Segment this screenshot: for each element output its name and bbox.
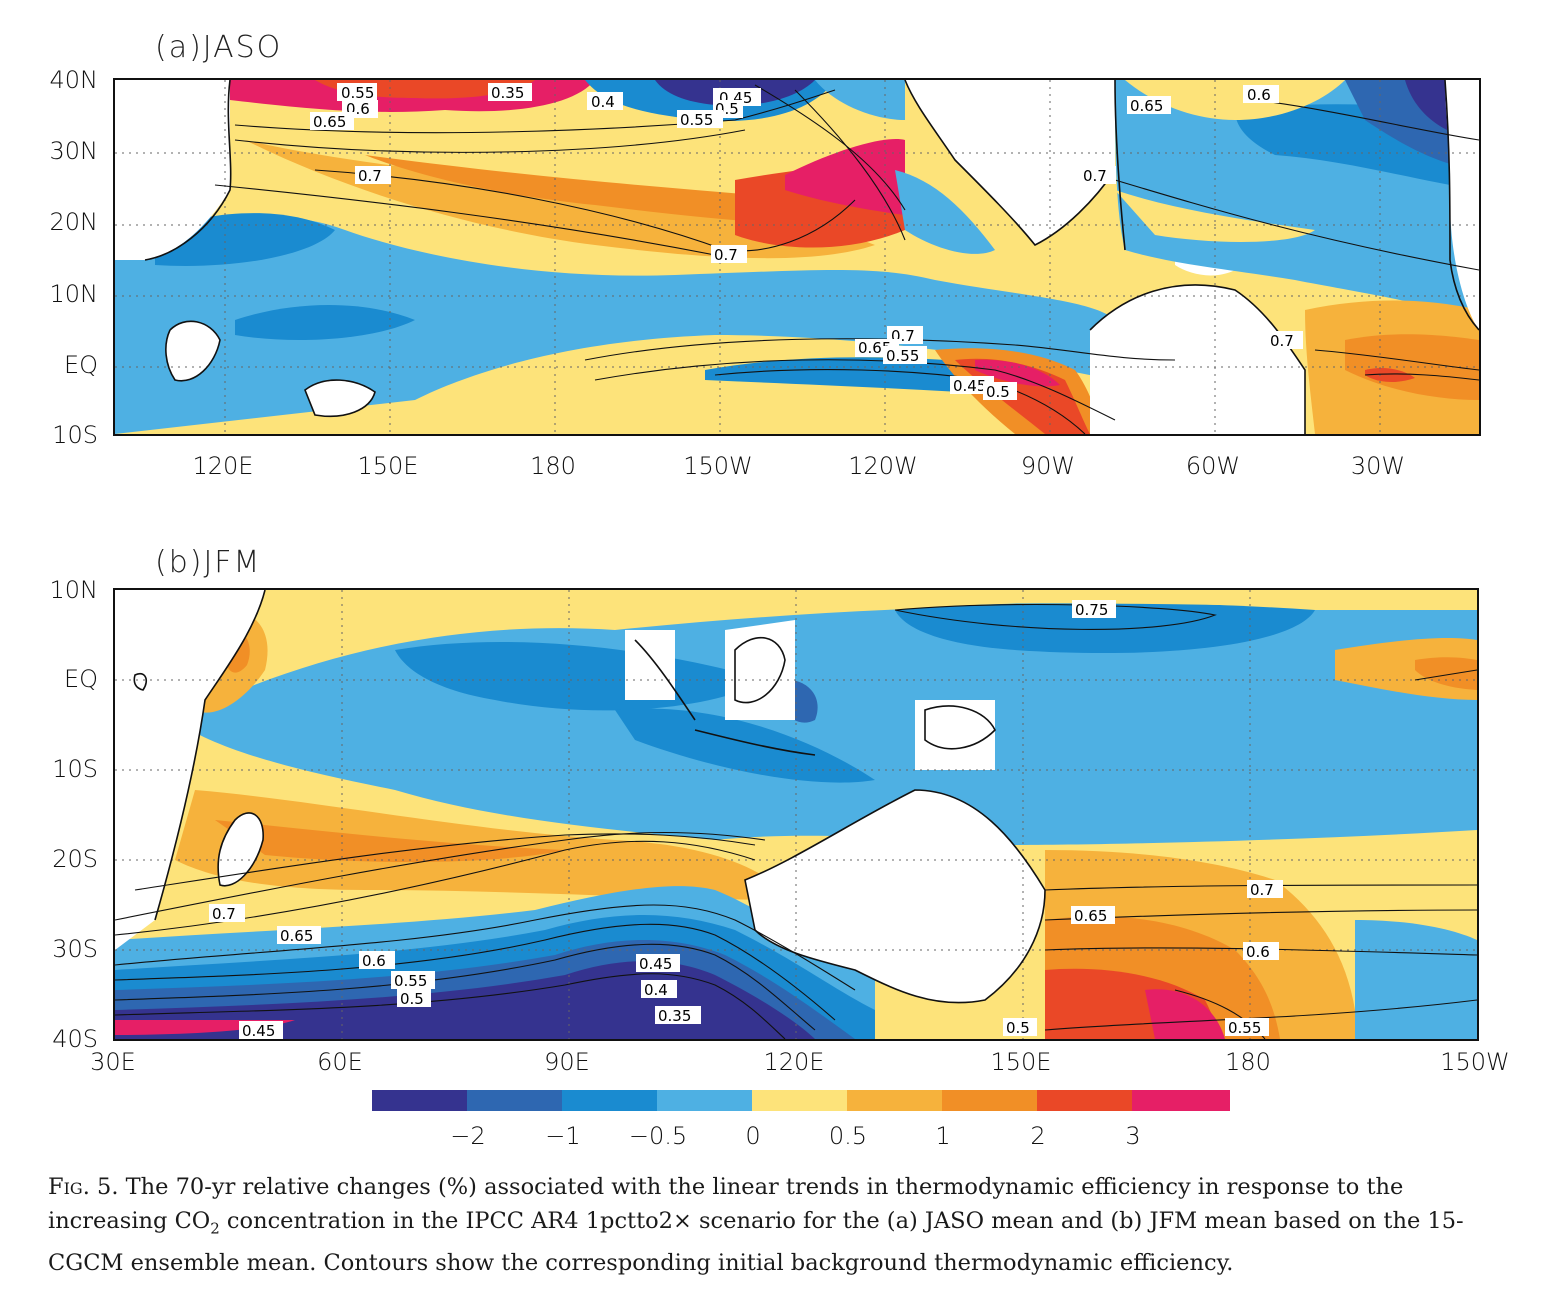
colorbar-label: 0.5	[828, 1122, 868, 1150]
panel-a-lon-180: 180	[530, 452, 576, 480]
contour-label: 0.45	[639, 955, 672, 973]
panel-b-lon-180: 180	[1225, 1048, 1271, 1076]
contour-label: 0.7	[1250, 881, 1274, 899]
colorbar-swatch	[942, 1090, 1038, 1111]
panel-a-lat-30n: 30N	[49, 137, 99, 165]
caption-text-1: The 70-yr relative changes (%) associate…	[48, 1174, 1404, 1234]
contour-label: 0.7	[1270, 332, 1294, 350]
colorbar-swatch	[657, 1090, 753, 1111]
panel-b-lat-10s: 10S	[52, 755, 98, 783]
colorbar-label: 2	[1030, 1122, 1046, 1150]
contour-label: 0.4	[644, 981, 668, 999]
panel-b-field: 0.75 0.7 0.65 0.6 0.55 0.5 0.45 0.45 0.4…	[115, 590, 1477, 1039]
contour-label: 0.65	[1130, 97, 1163, 115]
contour-label: 0.55	[1228, 1019, 1261, 1037]
panel-a-lon-120w: 120W	[848, 452, 918, 480]
contour-label: 0.75	[1075, 601, 1108, 619]
panel-b-lon-90e: 90E	[544, 1048, 590, 1076]
colorbar-label: −0.5	[628, 1122, 688, 1150]
panel-b-lon-150w: 150W	[1440, 1048, 1510, 1076]
panel-b-lat-40s: 40S	[52, 1025, 98, 1053]
panel-a-lon-60w: 60W	[1185, 452, 1241, 480]
panel-a-field: 0.55 0.6 0.65 0.35 0.4 0.45 0.5 0.55 0.6…	[115, 80, 1479, 434]
contour-label: 0.4	[591, 93, 615, 111]
panel-a-title: (a)JASO	[155, 30, 283, 65]
panel-a-lon-30w: 30W	[1350, 452, 1406, 480]
panel-b-contour-labels: 0.75 0.7 0.65 0.6 0.55 0.5 0.45 0.45 0.4…	[209, 600, 1283, 1039]
panel-a-lat-40n: 40N	[49, 66, 99, 94]
contour-label: 0.65	[313, 113, 346, 131]
contour-label: 0.7	[358, 167, 382, 185]
panel-b-lat-30s: 30S	[52, 935, 98, 963]
contour-label: 0.55	[886, 347, 919, 365]
colorbar-label: 0	[745, 1122, 761, 1150]
colorbar-swatch	[562, 1090, 658, 1111]
contour-label: 0.5	[1006, 1019, 1030, 1037]
panel-a-lon-150w: 150W	[683, 452, 753, 480]
contour-label: 0.55	[341, 84, 374, 102]
panel-a-contour-labels: 0.55 0.6 0.65 0.35 0.4 0.45 0.5 0.55 0.6…	[310, 83, 1303, 401]
panel-b-map: 0.75 0.7 0.65 0.6 0.55 0.5 0.45 0.45 0.4…	[113, 588, 1479, 1041]
panel-a-lon-120e: 120E	[192, 452, 254, 480]
contour-label: 0.6	[1247, 86, 1271, 104]
contour-label: 0.45	[242, 1022, 275, 1039]
colorbar-swatch	[372, 1090, 468, 1111]
colorbar-label: −2	[450, 1122, 486, 1150]
panel-a-lat-20n: 20N	[49, 208, 99, 236]
panel-b-lon-150e: 150E	[990, 1048, 1052, 1076]
panel-b-lat-eq: EQ	[63, 665, 98, 693]
contour-label: 0.65	[1074, 907, 1107, 925]
contour-label: 0.6	[1246, 943, 1270, 961]
panel-b-lon-120e: 120E	[763, 1048, 825, 1076]
contour-label: 0.55	[394, 972, 427, 990]
panel-a-lat-10n: 10N	[49, 280, 99, 308]
contour-label: 0.35	[491, 84, 524, 102]
colorbar-label: 1	[935, 1122, 951, 1150]
figure-label: Fig. 5.	[48, 1174, 119, 1200]
contour-label: 0.7	[714, 246, 738, 264]
panel-b-lon-30e: 30E	[90, 1048, 136, 1076]
colorbar-swatch	[1037, 1090, 1133, 1111]
contour-label: 0.6	[362, 952, 386, 970]
panel-b-title: (b)JFM	[155, 545, 262, 580]
panel-a-map: 0.55 0.6 0.65 0.35 0.4 0.45 0.5 0.55 0.6…	[113, 78, 1481, 436]
contour-label: 0.55	[680, 111, 713, 129]
panel-a-lat-10s: 10S	[52, 421, 98, 449]
panel-a-lon-150e: 150E	[357, 452, 419, 480]
caption-subscript: 2	[210, 1219, 220, 1238]
colorbar-swatch	[467, 1090, 563, 1111]
contour-label: 0.45	[953, 377, 986, 395]
contour-label: 0.7	[1083, 167, 1107, 185]
colorbar-label: −1	[545, 1122, 581, 1150]
contour-label: 0.5	[986, 383, 1010, 401]
panel-a-lon-90w: 90W	[1020, 452, 1076, 480]
caption-text-2: concentration in the IPCC AR4 1pctto2× s…	[48, 1208, 1464, 1276]
panel-a-lat-eq: EQ	[63, 351, 98, 379]
panel-b-lat-20s: 20S	[52, 845, 98, 873]
colorbar-swatch	[847, 1090, 943, 1111]
colorbar-label: 3	[1125, 1122, 1141, 1150]
contour-label: 0.65	[280, 927, 313, 945]
colorbar-swatch	[752, 1090, 848, 1111]
figure-caption: Fig. 5. The 70-yr relative changes (%) a…	[48, 1170, 1513, 1280]
panel-b-lon-60e: 60E	[317, 1048, 363, 1076]
contour-label: 0.35	[658, 1007, 691, 1025]
contour-label: 0.7	[212, 905, 236, 923]
panel-b-lat-10n: 10N	[49, 576, 99, 604]
contour-label: 0.5	[400, 990, 424, 1008]
colorbar-swatch	[1132, 1090, 1230, 1111]
